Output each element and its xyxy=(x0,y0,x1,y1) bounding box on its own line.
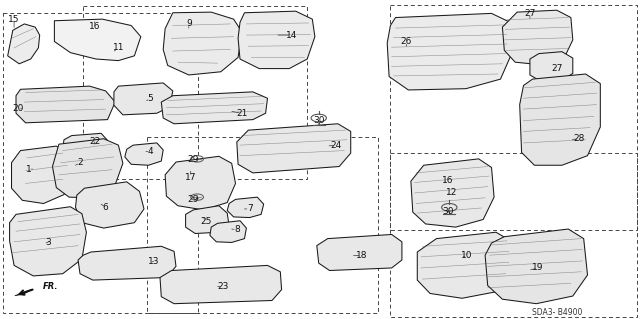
Polygon shape xyxy=(227,197,264,218)
Text: 7: 7 xyxy=(247,204,252,213)
Text: 30: 30 xyxy=(442,207,454,216)
Text: 15: 15 xyxy=(8,15,20,24)
Polygon shape xyxy=(160,265,282,304)
Polygon shape xyxy=(52,139,123,198)
Text: 10: 10 xyxy=(461,251,473,260)
Text: 30: 30 xyxy=(313,116,324,125)
Text: 29: 29 xyxy=(188,155,199,164)
Polygon shape xyxy=(163,12,242,75)
Polygon shape xyxy=(16,86,115,123)
Bar xyxy=(147,137,378,313)
Polygon shape xyxy=(411,159,494,227)
Polygon shape xyxy=(238,11,315,69)
Text: FR.: FR. xyxy=(43,282,58,291)
Polygon shape xyxy=(387,13,511,90)
Text: 11: 11 xyxy=(113,43,124,52)
Polygon shape xyxy=(502,10,573,64)
Polygon shape xyxy=(8,24,40,64)
Polygon shape xyxy=(114,83,173,115)
Polygon shape xyxy=(78,246,176,280)
Text: 2: 2 xyxy=(77,158,83,167)
Polygon shape xyxy=(10,207,86,276)
Bar xyxy=(83,6,307,179)
Text: 5: 5 xyxy=(148,94,153,103)
Polygon shape xyxy=(210,221,246,242)
Text: 20: 20 xyxy=(12,104,24,113)
Text: 4: 4 xyxy=(148,147,153,156)
Text: 23: 23 xyxy=(217,282,228,291)
Text: 29: 29 xyxy=(188,195,199,204)
Text: 24: 24 xyxy=(330,141,342,150)
Text: 14: 14 xyxy=(285,31,297,40)
Bar xyxy=(3,13,198,313)
Text: 16: 16 xyxy=(442,176,454,185)
Text: 27: 27 xyxy=(551,64,563,73)
Text: 9: 9 xyxy=(186,19,191,28)
Polygon shape xyxy=(417,232,513,298)
Polygon shape xyxy=(125,143,163,165)
Text: 12: 12 xyxy=(445,189,457,197)
Polygon shape xyxy=(317,234,402,271)
Bar xyxy=(390,153,637,317)
Text: 18: 18 xyxy=(356,251,367,260)
Polygon shape xyxy=(237,124,351,173)
Polygon shape xyxy=(485,229,588,304)
Polygon shape xyxy=(63,133,108,156)
Bar xyxy=(390,5,637,230)
Text: 17: 17 xyxy=(185,173,196,182)
Polygon shape xyxy=(76,182,144,228)
Polygon shape xyxy=(520,74,600,165)
Text: 16: 16 xyxy=(89,22,100,31)
Text: 13: 13 xyxy=(148,257,159,266)
Polygon shape xyxy=(530,52,573,81)
Text: 26: 26 xyxy=(401,37,412,46)
Polygon shape xyxy=(161,92,268,124)
Polygon shape xyxy=(12,146,72,204)
Text: 3: 3 xyxy=(45,238,51,247)
Polygon shape xyxy=(15,289,32,296)
Text: 22: 22 xyxy=(89,137,100,146)
Polygon shape xyxy=(186,206,229,234)
Text: 28: 28 xyxy=(573,134,585,143)
Text: 1: 1 xyxy=(26,165,31,174)
Polygon shape xyxy=(54,19,141,61)
Text: 21: 21 xyxy=(236,109,248,118)
Text: SDA3- B4900: SDA3- B4900 xyxy=(532,308,582,317)
Text: 27: 27 xyxy=(524,9,536,18)
Text: 25: 25 xyxy=(200,217,212,226)
Polygon shape xyxy=(165,156,236,210)
Text: 8: 8 xyxy=(234,225,239,234)
Text: 6: 6 xyxy=(103,203,108,212)
Text: 19: 19 xyxy=(532,263,543,272)
